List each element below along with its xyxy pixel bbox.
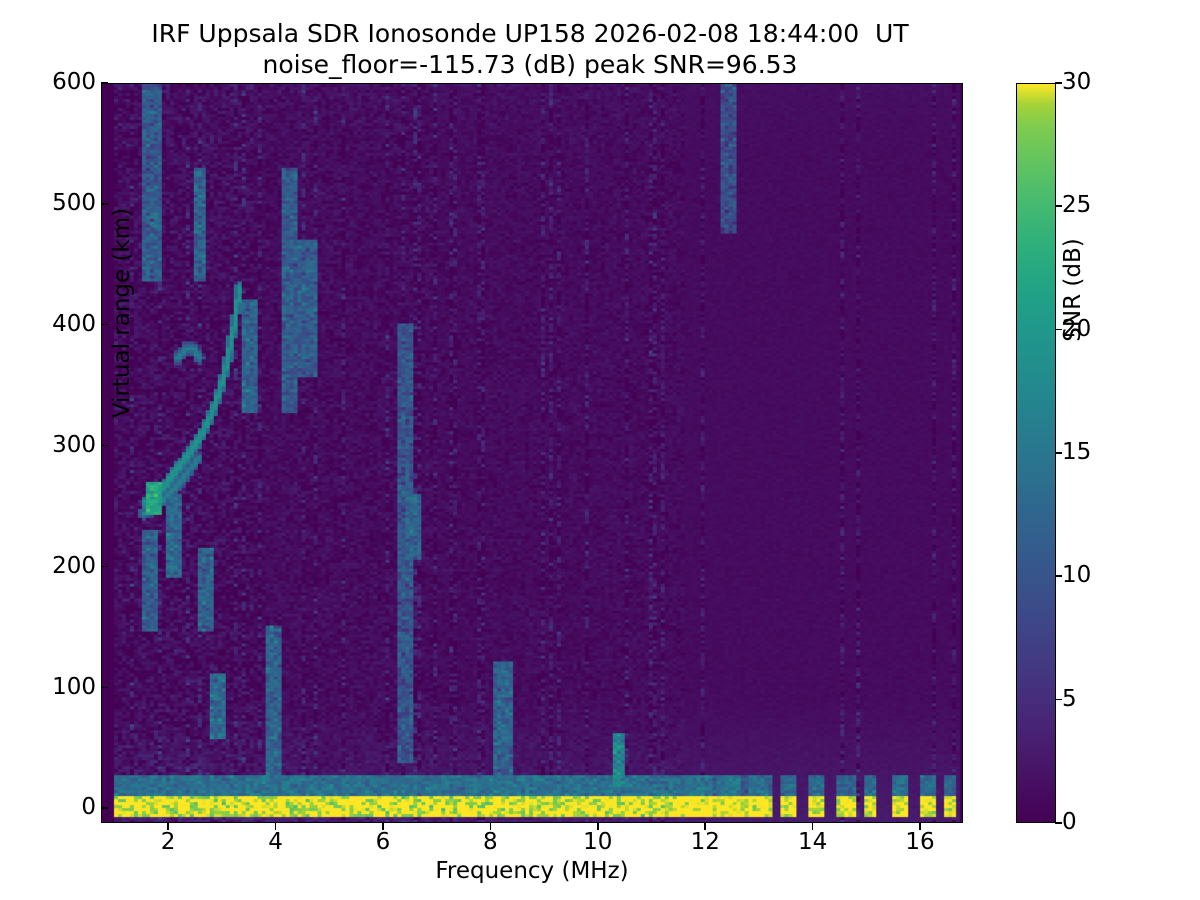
- colorbar-tick-mark: [1055, 82, 1062, 84]
- x-tick-label: 14: [773, 823, 853, 854]
- y-tick-label: 500: [0, 191, 108, 215]
- x-tick-mark: [167, 823, 169, 830]
- y-tick-mark: [101, 807, 108, 810]
- x-tick-mark: [596, 823, 599, 830]
- x-tick-label: 12: [665, 823, 745, 854]
- y-tick-label: 200: [0, 554, 108, 578]
- figure-title: IRF Uppsala SDR Ionosonde UP158 2026-02-…: [0, 18, 1060, 80]
- colorbar-tick-mark: [1055, 822, 1062, 824]
- x-tick-mark: [274, 823, 277, 830]
- x-tick-mark: [811, 823, 814, 830]
- colorbar-tick-label: 5: [1055, 687, 1077, 711]
- colorbar-tick-mark: [1055, 698, 1062, 701]
- colorbar-label: SNR (dB): [1060, 238, 1086, 342]
- x-tick-label: 16: [880, 823, 960, 854]
- x-tick-label: 6: [343, 823, 423, 854]
- colorbar-tick-label: 10: [1055, 564, 1091, 587]
- colorbar-tick-label: 20: [1055, 317, 1091, 341]
- y-tick-mark: [101, 323, 108, 326]
- x-tick-label: 8: [450, 823, 530, 854]
- y-tick-mark: [101, 202, 108, 205]
- y-tick-label: 300: [0, 433, 108, 457]
- y-tick-label: 0: [0, 796, 108, 819]
- y-tick-mark: [101, 565, 108, 568]
- x-tick-mark: [704, 823, 706, 830]
- colorbar: [1016, 83, 1056, 823]
- colorbar-tick-label: 0: [1055, 811, 1077, 834]
- y-tick-label: 100: [0, 675, 108, 699]
- colorbar-tick-mark: [1055, 205, 1062, 207]
- x-tick-mark: [919, 823, 921, 830]
- title-line-2: noise_floor=-115.73 (dB) peak SNR=96.53: [262, 50, 798, 79]
- colorbar-tick-label: 30: [1055, 71, 1091, 94]
- x-axis-label: Frequency (MHz): [435, 858, 629, 884]
- y-tick-mark: [101, 82, 108, 84]
- colorbar-tick-mark: [1055, 328, 1062, 331]
- x-tick-label: 10: [558, 823, 638, 854]
- x-tick-label: 4: [236, 823, 316, 854]
- colorbar-tick-mark: [1055, 452, 1062, 454]
- x-tick-label: 2: [128, 823, 208, 854]
- colorbar-tick-label: 15: [1055, 441, 1091, 464]
- y-tick-label: 600: [0, 71, 108, 94]
- y-tick-mark: [101, 444, 108, 447]
- ionogram-plot-area: [101, 83, 963, 823]
- colorbar-gradient: [1017, 84, 1055, 822]
- colorbar-tick-label: 25: [1055, 194, 1091, 217]
- y-tick-label: 400: [0, 312, 108, 336]
- y-axis-label: Virtual range (km): [109, 207, 135, 419]
- y-tick-mark: [101, 686, 108, 689]
- title-line-1: IRF Uppsala SDR Ionosonde UP158 2026-02-…: [151, 19, 909, 48]
- x-tick-mark: [382, 823, 384, 830]
- ionogram-heatmap: [102, 84, 962, 822]
- colorbar-tick-mark: [1055, 575, 1062, 577]
- x-tick-mark: [489, 823, 492, 830]
